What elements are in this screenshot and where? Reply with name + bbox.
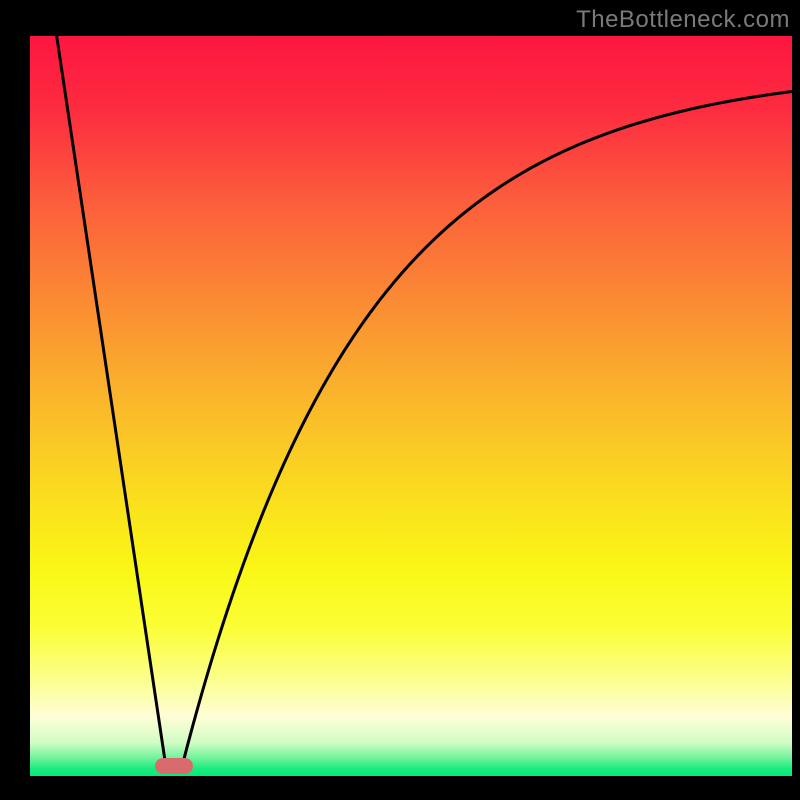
chart-plot-area [30,36,792,776]
optimal-marker [155,758,193,774]
chart-curve-layer [30,36,792,776]
watermark-text: TheBottleneck.com [576,6,790,34]
